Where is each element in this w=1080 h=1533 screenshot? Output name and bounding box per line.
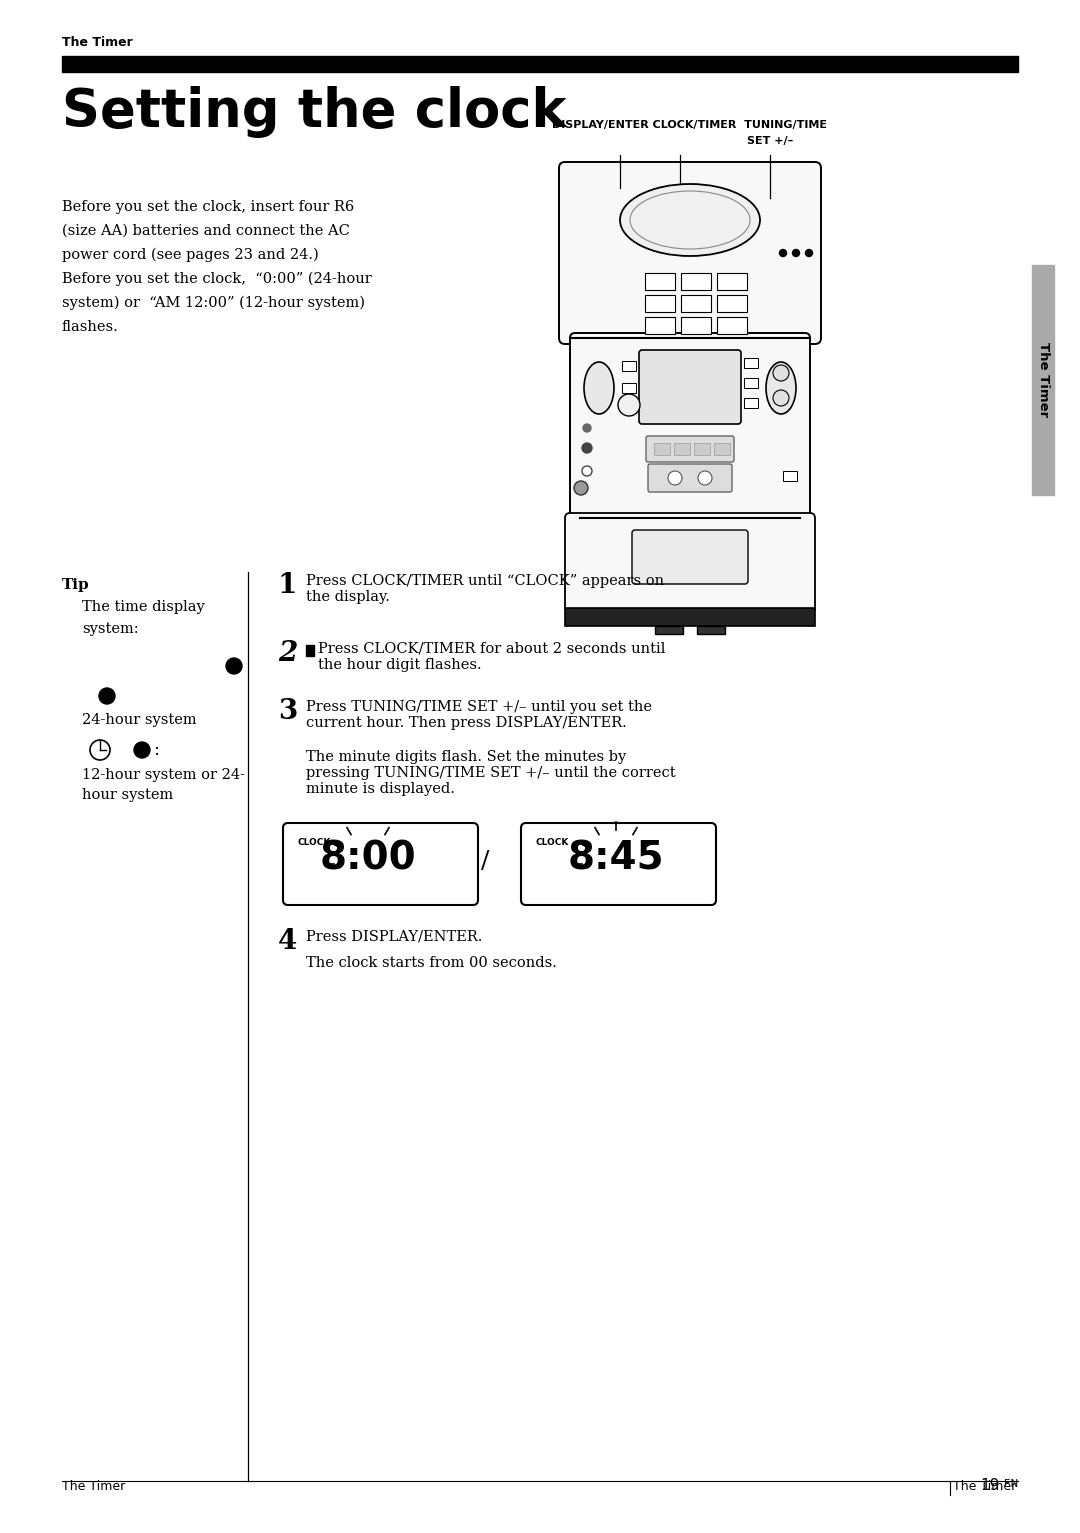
Circle shape [582, 443, 592, 452]
Text: 8:45: 8:45 [568, 840, 664, 878]
Ellipse shape [620, 184, 760, 256]
Bar [1032, 265, 1054, 495]
Ellipse shape [584, 362, 615, 414]
Text: The Timer: The Timer [62, 1479, 125, 1493]
Text: Setting the clock: Setting the clock [62, 86, 567, 138]
Bar [681, 294, 711, 313]
FancyBboxPatch shape [521, 823, 716, 904]
Bar [622, 360, 636, 371]
Ellipse shape [766, 362, 796, 414]
Bar [717, 294, 747, 313]
Circle shape [90, 740, 110, 760]
Text: Press CLOCK/TIMER until “CLOCK” appears on
the display.: Press CLOCK/TIMER until “CLOCK” appears … [306, 573, 664, 604]
Circle shape [573, 481, 588, 495]
Text: system) or  “AM 12:00” (12-hour system): system) or “AM 12:00” (12-hour system) [62, 296, 365, 310]
Text: The time display: The time display [82, 599, 205, 615]
Text: Before you set the clock, insert four R6: Before you set the clock, insert four R6 [62, 199, 354, 215]
Text: SET +/–: SET +/– [747, 136, 793, 146]
Bar [744, 379, 758, 388]
Bar [717, 273, 747, 290]
Text: The minute digits flash. Set the minutes by
pressing TUNING/TIME SET +/– until t: The minute digits flash. Set the minutes… [306, 750, 676, 797]
FancyBboxPatch shape [632, 530, 748, 584]
Bar [681, 317, 711, 334]
Bar [645, 294, 675, 313]
Bar [717, 317, 747, 334]
Text: hour system: hour system [82, 788, 173, 802]
Circle shape [99, 688, 114, 704]
Bar [697, 625, 725, 635]
Circle shape [806, 250, 812, 256]
FancyBboxPatch shape [648, 464, 732, 492]
Text: 8:00: 8:00 [320, 840, 416, 878]
Text: 12-hour system or 24-: 12-hour system or 24- [82, 768, 245, 782]
Text: 19: 19 [981, 1478, 1000, 1493]
Circle shape [226, 658, 242, 675]
FancyBboxPatch shape [559, 162, 821, 343]
FancyBboxPatch shape [570, 333, 810, 523]
Text: CLOCK: CLOCK [298, 839, 332, 848]
Bar [714, 443, 730, 455]
Text: The clock starts from 00 seconds.: The clock starts from 00 seconds. [306, 957, 557, 970]
Text: system:: system: [82, 622, 138, 636]
Circle shape [669, 471, 681, 484]
Text: The Timer: The Timer [953, 1479, 1016, 1493]
Circle shape [698, 471, 712, 484]
Text: power cord (see pages 23 and 24.): power cord (see pages 23 and 24.) [62, 248, 319, 262]
Circle shape [773, 365, 789, 382]
Text: 1: 1 [278, 572, 297, 599]
Bar [694, 443, 710, 455]
Bar [645, 317, 675, 334]
Circle shape [780, 250, 786, 256]
Bar [622, 383, 636, 392]
Text: Press CLOCK/TIMER for about 2 seconds until
the hour digit flashes.: Press CLOCK/TIMER for about 2 seconds un… [318, 642, 665, 671]
Circle shape [618, 394, 640, 415]
Bar [783, 471, 797, 481]
Bar [654, 625, 683, 635]
Text: EN: EN [1003, 1479, 1018, 1489]
Bar [674, 443, 690, 455]
Bar [565, 609, 815, 625]
Circle shape [793, 250, 799, 256]
Bar [306, 645, 314, 656]
Bar [744, 359, 758, 368]
Circle shape [582, 466, 592, 477]
Bar [62, 57, 1018, 72]
Circle shape [134, 742, 150, 757]
Circle shape [583, 425, 591, 432]
FancyBboxPatch shape [646, 435, 734, 461]
Text: (size AA) batteries and connect the AC: (size AA) batteries and connect the AC [62, 224, 350, 238]
Text: Tip: Tip [62, 578, 90, 592]
FancyBboxPatch shape [565, 514, 815, 613]
Text: CLOCK: CLOCK [536, 839, 569, 848]
Circle shape [773, 389, 789, 406]
Text: Press DISPLAY/ENTER.: Press DISPLAY/ENTER. [306, 931, 483, 944]
Text: Press TUNING/TIME SET +/– until you set the
current hour. Then press DISPLAY/ENT: Press TUNING/TIME SET +/– until you set … [306, 701, 652, 730]
Ellipse shape [630, 192, 750, 248]
FancyBboxPatch shape [283, 823, 478, 904]
Text: flashes.: flashes. [62, 320, 119, 334]
Text: 2: 2 [278, 639, 297, 667]
Text: The Timer: The Timer [1037, 342, 1050, 417]
Bar [645, 273, 675, 290]
Text: 4: 4 [278, 927, 297, 955]
Bar [654, 443, 670, 455]
Bar [681, 273, 711, 290]
Text: 24-hour system: 24-hour system [82, 713, 197, 727]
Text: /: / [481, 849, 489, 872]
Text: DISPLAY/ENTER CLOCK/TIMER  TUNING/TIME: DISPLAY/ENTER CLOCK/TIMER TUNING/TIME [553, 120, 827, 130]
FancyBboxPatch shape [639, 350, 741, 425]
Text: :: : [153, 740, 159, 759]
Text: 3: 3 [278, 698, 297, 725]
Text: The Timer: The Timer [62, 35, 133, 49]
Bar [744, 399, 758, 408]
Text: Before you set the clock,  “0:00” (24-hour: Before you set the clock, “0:00” (24-hou… [62, 271, 372, 287]
